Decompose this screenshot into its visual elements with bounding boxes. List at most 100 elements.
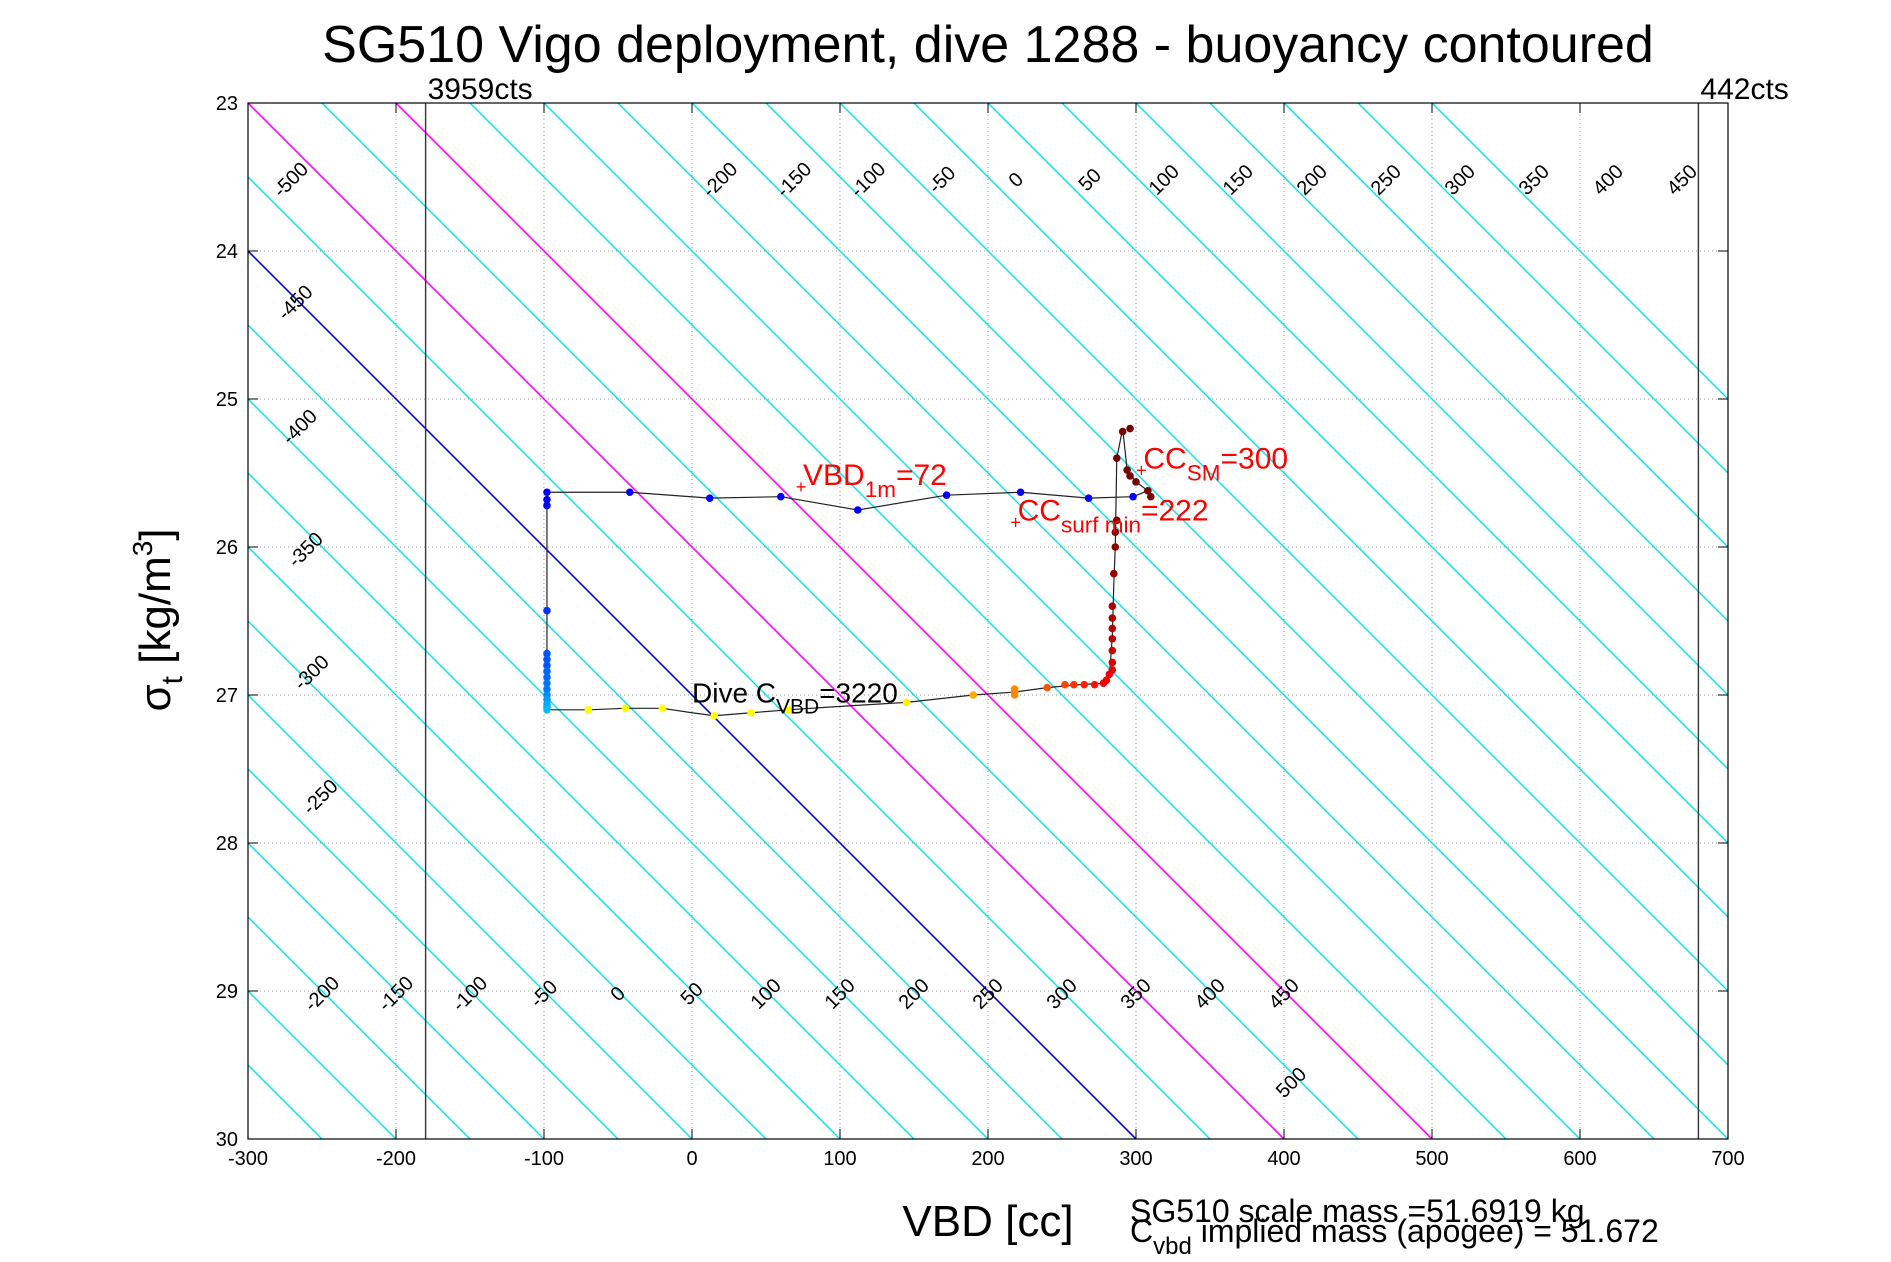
contour-label: -150 — [374, 972, 418, 1016]
x-axis-label: VBD [cc] — [902, 1197, 1073, 1246]
data-point — [1144, 486, 1152, 495]
data-point — [1123, 466, 1131, 474]
contour-label: -50 — [526, 976, 562, 1012]
x-tick-label: -100 — [524, 1148, 564, 1170]
y-tick-label: 29 — [216, 981, 238, 1003]
contour-label: 100 — [747, 975, 786, 1014]
y-tick-label: 23 — [216, 93, 238, 115]
data-point — [543, 679, 551, 687]
data-point — [777, 492, 785, 501]
contour-line — [248, 916, 471, 1139]
annotation-sub: surf min — [1061, 512, 1141, 537]
data-point — [1126, 472, 1134, 480]
data-point — [626, 488, 634, 497]
data-point — [1108, 646, 1117, 655]
profile-line — [546, 428, 1150, 717]
data-point — [1108, 658, 1117, 667]
data-point — [1108, 602, 1117, 610]
data-point — [705, 494, 714, 502]
annotation-sub: 1m — [865, 477, 896, 502]
y-tick-label: 28 — [216, 833, 238, 855]
data-point — [543, 488, 551, 497]
data-point — [1090, 680, 1099, 689]
data-point — [543, 649, 551, 658]
contour-label: 0 — [606, 982, 629, 1005]
contour-label: -200 — [300, 972, 344, 1016]
annotation-marker: + — [1136, 461, 1147, 481]
contour-line — [248, 768, 619, 1139]
contour-label: 300 — [1441, 161, 1480, 200]
y-axis-ticks: 23 24 25 26 27 28 29 30 — [216, 93, 1728, 1151]
data-point — [1126, 424, 1134, 433]
contour-label: -100 — [448, 972, 492, 1016]
annotation-marker: + — [1010, 512, 1021, 532]
data-point — [1010, 691, 1019, 699]
data-point — [543, 501, 551, 510]
contour-label: 200 — [1293, 161, 1332, 200]
data-point — [1102, 676, 1111, 684]
data-point — [1108, 634, 1117, 643]
contour-label: -200 — [698, 158, 742, 202]
data-point — [942, 491, 951, 500]
contour-line — [1209, 103, 1728, 622]
y-axis-label-close: ] — [131, 528, 180, 540]
data-point — [543, 495, 551, 504]
contour-line — [248, 472, 915, 1139]
data-point — [710, 711, 718, 720]
y-axis-label-symbol: σ — [131, 684, 180, 711]
annotation-sub: VBD — [776, 696, 819, 719]
contour-label: -250 — [299, 775, 343, 819]
annotation-main: CC — [1018, 494, 1061, 527]
x-tick-label: -200 — [376, 1148, 416, 1170]
contour-line — [691, 103, 1728, 1139]
contour-line — [321, 103, 1359, 1139]
contour-label: 100 — [1145, 161, 1184, 200]
contour-label: 400 — [1589, 161, 1628, 200]
data-point — [1080, 680, 1088, 689]
contour-line — [913, 103, 1728, 918]
y-axis-label-sup: 3 — [127, 541, 158, 557]
x-tick-label: 500 — [1415, 1148, 1448, 1170]
data-point — [658, 704, 667, 713]
data-point — [1016, 488, 1025, 497]
x-tick-label: -300 — [228, 1148, 268, 1170]
y-tick-label: 26 — [216, 537, 238, 559]
data-point — [969, 691, 977, 699]
contour-label: 350 — [1117, 975, 1156, 1014]
data-point — [1111, 543, 1120, 551]
annotation-label: CCSM=300 — [1143, 443, 1288, 486]
data-point — [902, 698, 911, 707]
contour-line — [395, 103, 1433, 1139]
data-point — [1084, 494, 1093, 502]
annotation-value: =3220 — [819, 677, 898, 708]
contour-line — [1061, 103, 1728, 770]
data-point — [1111, 528, 1120, 536]
contour-label: -150 — [772, 158, 816, 202]
data-point — [1108, 624, 1117, 633]
contour-line — [543, 103, 1581, 1139]
annotation-value: =72 — [896, 459, 947, 492]
contour-line — [765, 103, 1728, 1066]
y-axis-label-unit: [kg/m — [131, 556, 180, 676]
data-point — [1112, 454, 1121, 463]
contour-label: 50 — [1075, 165, 1106, 196]
annotation-main: CC — [1143, 443, 1186, 476]
contour-line — [1135, 103, 1728, 696]
annotation-sub: SM — [1187, 461, 1221, 486]
contour-line — [248, 324, 1063, 1139]
data-point — [1132, 478, 1140, 486]
contour-label: -450 — [274, 281, 318, 325]
data-point — [1147, 492, 1155, 501]
contour-line — [248, 620, 767, 1139]
annotation-marker: + — [796, 477, 807, 497]
annotation-label: Dive CVBD=3220 — [692, 677, 898, 718]
contour-label: -100 — [846, 158, 890, 202]
implied-mass-sub: vbd — [1153, 1233, 1192, 1260]
contour-label: -400 — [278, 405, 322, 449]
data-point — [747, 708, 755, 717]
annotation-label: CCsurf min=222 — [1018, 494, 1209, 537]
x-tick-label: 200 — [971, 1148, 1004, 1170]
y-tick-label: 25 — [216, 389, 238, 411]
contour-label: 150 — [821, 975, 860, 1014]
contour-label: 250 — [1367, 161, 1406, 200]
